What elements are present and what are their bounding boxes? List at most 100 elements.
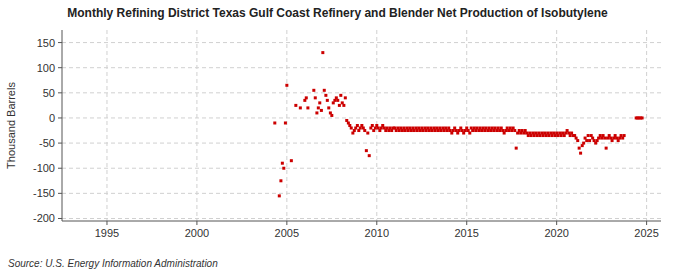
grid-line-y	[62, 92, 661, 93]
title: Monthly Refining District Texas Gulf Coa…	[67, 6, 608, 20]
point	[515, 147, 518, 150]
point	[363, 129, 366, 132]
point	[365, 149, 368, 152]
point	[281, 162, 284, 165]
point	[318, 101, 321, 104]
axis-x	[62, 221, 661, 222]
grid-line-x	[556, 30, 557, 221]
points	[273, 51, 643, 197]
point	[312, 89, 315, 92]
tick-y	[58, 42, 62, 43]
point	[314, 96, 317, 99]
point	[339, 94, 342, 97]
point	[326, 99, 329, 102]
source: Source: U.S. Energy Information Administ…	[8, 258, 218, 269]
grid-line-x	[376, 30, 377, 221]
axis-y	[62, 30, 63, 221]
tick-label-x: 2015	[454, 227, 478, 239]
tick-x	[556, 221, 557, 225]
point	[350, 127, 353, 130]
tick-y	[58, 67, 62, 68]
point	[366, 132, 369, 135]
point	[320, 109, 323, 112]
tick-x	[106, 221, 107, 225]
point	[641, 116, 644, 119]
point	[371, 124, 374, 127]
point	[294, 104, 297, 107]
y-axis-label: Thousand Barrels	[5, 82, 17, 169]
point	[605, 147, 608, 150]
tick-x	[196, 221, 197, 225]
grid-line-y	[62, 193, 661, 194]
grid-line-x	[646, 30, 647, 221]
grid-line-y	[62, 168, 661, 169]
point	[321, 51, 324, 54]
point	[273, 121, 276, 124]
point	[623, 134, 626, 137]
point	[338, 104, 341, 107]
point	[299, 106, 302, 109]
tick-label-y: -50	[39, 137, 55, 149]
tick-label-y: 100	[37, 62, 55, 74]
tick-y	[58, 143, 62, 144]
grid-line-x	[466, 30, 467, 221]
tick-label-x: 2000	[185, 227, 209, 239]
point	[290, 159, 293, 162]
tick-label-y: 150	[37, 37, 55, 49]
point	[342, 104, 345, 107]
tick-label-y: 50	[43, 87, 55, 99]
point	[285, 84, 288, 87]
point	[324, 94, 327, 97]
grid-line-y	[62, 117, 661, 118]
tick-y	[58, 218, 62, 219]
point	[344, 96, 347, 99]
point	[582, 142, 585, 145]
tick-y	[58, 117, 62, 118]
tick-label-x: 2025	[634, 227, 658, 239]
point	[513, 129, 516, 132]
point	[282, 167, 285, 170]
point	[323, 89, 326, 92]
point	[603, 137, 606, 140]
chart: 1995200020052010201520202025-200-150-100…	[0, 0, 675, 275]
tick-x	[646, 221, 647, 225]
point	[330, 114, 333, 117]
tick-y	[58, 193, 62, 194]
tick-x	[376, 221, 377, 225]
grid	[62, 30, 661, 221]
grid-line-y	[62, 143, 661, 144]
tick-x	[286, 221, 287, 225]
point	[284, 121, 287, 124]
point	[468, 132, 471, 135]
point	[336, 99, 339, 102]
grid-line-x	[286, 30, 287, 221]
point	[588, 139, 591, 142]
tick-y	[58, 92, 62, 93]
tick-x	[466, 221, 467, 225]
tick-label-x: 2010	[365, 227, 389, 239]
point	[305, 96, 308, 99]
grid-line-y	[62, 42, 661, 43]
point	[368, 154, 371, 157]
grid-line-x	[196, 30, 197, 221]
point	[587, 134, 590, 137]
tick-label-y: 0	[49, 112, 55, 124]
tick-label-x: 1995	[95, 227, 119, 239]
grid-line-y	[62, 67, 661, 68]
point	[576, 139, 579, 142]
point	[315, 111, 318, 114]
axes: 1995200020052010201520202025-200-150-100…	[33, 30, 661, 239]
point	[278, 194, 281, 197]
point	[327, 106, 330, 109]
tick-y	[58, 168, 62, 169]
grid-line-y	[62, 218, 661, 219]
point	[279, 179, 282, 182]
point	[317, 106, 320, 109]
tick-label-x: 2020	[544, 227, 568, 239]
tick-label-y: -200	[33, 212, 55, 224]
point	[578, 147, 581, 150]
point	[585, 139, 588, 142]
point	[579, 152, 582, 155]
tick-label-y: -150	[33, 187, 55, 199]
point	[356, 124, 359, 127]
